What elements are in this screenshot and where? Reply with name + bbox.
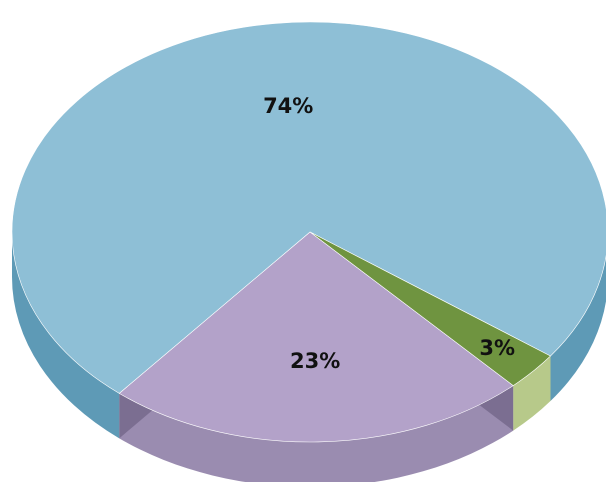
pie-slice-3pct (309, 231, 551, 386)
pie-side-3pct (513, 356, 551, 431)
pie-slice-23pct (118, 231, 514, 443)
slice-label-23pct: 23% (290, 349, 340, 373)
pie-side-74pct (11, 232, 120, 439)
pie-side-23pct (119, 385, 514, 482)
pie-slice-74pct (11, 21, 606, 394)
pie-side-74pct (550, 255, 606, 402)
slice-label-3pct: 3% (479, 336, 515, 360)
slice-label-74pct: 74% (263, 94, 313, 118)
